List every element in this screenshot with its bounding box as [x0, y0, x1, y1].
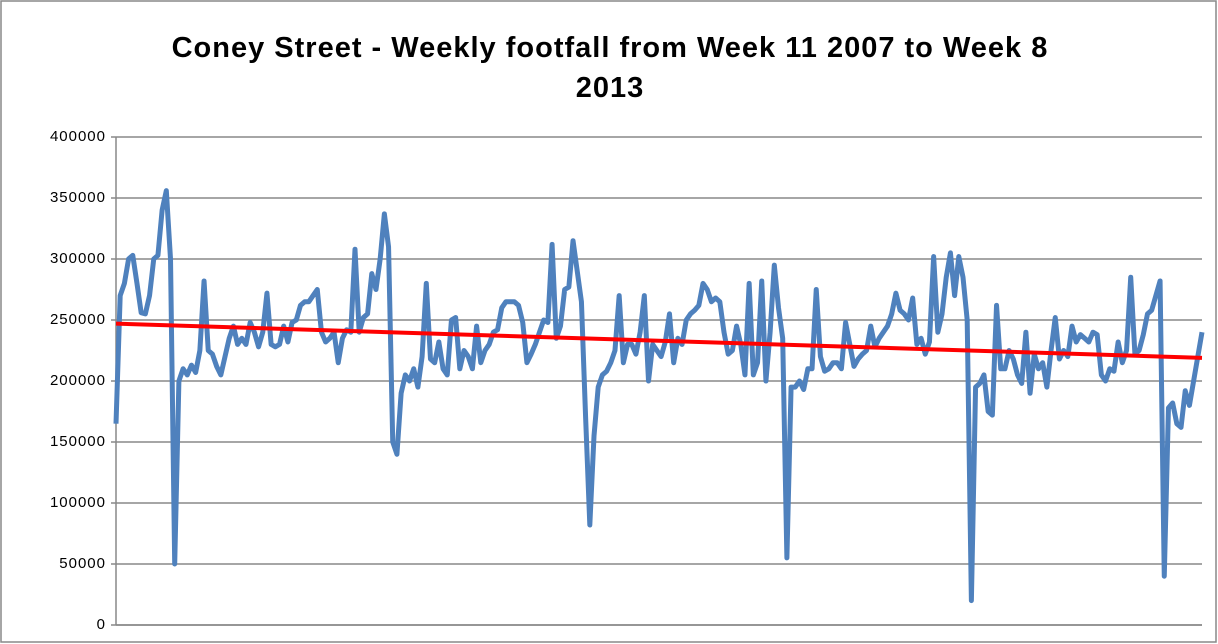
- y-tick-label: 100000: [50, 494, 106, 511]
- y-tick-label: 300000: [50, 250, 106, 267]
- y-tick-label: 150000: [50, 433, 106, 450]
- y-tick-label: 250000: [50, 311, 106, 328]
- y-tick-label: 350000: [50, 189, 106, 206]
- y-tick-label: 400000: [50, 128, 106, 145]
- data-line: [113, 188, 1205, 604]
- y-tick-label: 50000: [59, 555, 106, 572]
- trend-line: [115, 321, 1203, 360]
- y-tick-label: 200000: [50, 372, 106, 389]
- chart-title: Coney Street - Weekly footfall from Week…: [171, 32, 1049, 104]
- y-tick-label: 0: [97, 616, 106, 633]
